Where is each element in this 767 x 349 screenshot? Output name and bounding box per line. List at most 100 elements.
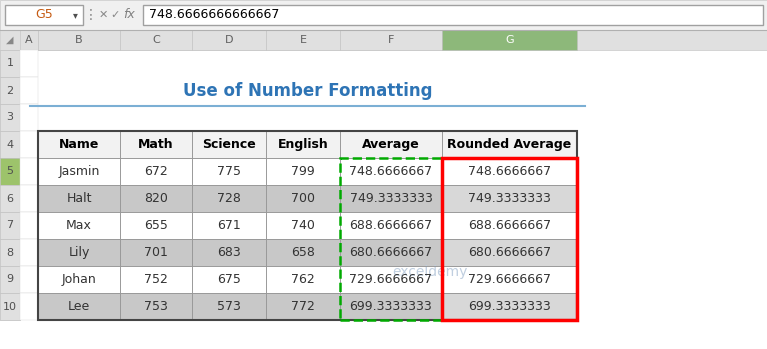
Bar [38, 131, 577, 320]
Text: 749.3333333: 749.3333333 [468, 192, 551, 205]
Bar [340, 239, 442, 266]
Text: Max: Max [66, 219, 92, 232]
Text: E: E [299, 35, 307, 45]
Bar [143, 5, 763, 25]
Text: Average: Average [362, 138, 420, 151]
Bar [340, 266, 442, 293]
Text: 749.3333333: 749.3333333 [350, 192, 433, 205]
Text: 2: 2 [6, 86, 14, 96]
Bar [0, 50, 20, 77]
Bar [442, 158, 577, 185]
Text: 1: 1 [6, 59, 14, 68]
Text: 7: 7 [6, 221, 14, 230]
Bar [266, 158, 340, 185]
Text: 748.6666667: 748.6666667 [350, 165, 433, 178]
Text: 775: 775 [217, 165, 241, 178]
Bar [192, 185, 266, 212]
Bar [0, 293, 20, 320]
Bar [266, 131, 340, 158]
Bar [340, 131, 442, 158]
Bar [20, 266, 38, 293]
Bar [266, 266, 340, 293]
Bar [120, 266, 192, 293]
Bar [340, 239, 442, 266]
Bar [38, 239, 120, 266]
Text: 672: 672 [144, 165, 168, 178]
Text: C: C [152, 35, 160, 45]
Text: 655: 655 [144, 219, 168, 232]
Text: G5: G5 [35, 8, 53, 22]
Bar [0, 239, 20, 266]
Text: ⋮: ⋮ [84, 8, 98, 22]
Bar [0, 266, 20, 293]
Bar [0, 212, 20, 239]
Bar [38, 293, 120, 320]
Text: 753: 753 [144, 300, 168, 313]
Bar [442, 266, 577, 293]
Bar [442, 185, 577, 212]
Text: 772: 772 [291, 300, 315, 313]
Bar [442, 50, 577, 77]
Text: A: A [25, 35, 33, 45]
Text: Name: Name [59, 138, 99, 151]
Text: 729.6666667: 729.6666667 [350, 273, 433, 286]
Bar [0, 131, 20, 158]
Bar [192, 239, 266, 266]
Text: 728: 728 [217, 192, 241, 205]
Bar [266, 266, 340, 293]
Bar [192, 131, 266, 158]
Text: ▾: ▾ [73, 10, 77, 20]
Bar [266, 50, 340, 77]
Bar [192, 293, 266, 320]
Bar [38, 293, 120, 320]
Bar [0, 185, 20, 212]
Bar [0, 104, 20, 131]
Bar [120, 212, 192, 239]
Bar [442, 30, 577, 50]
Bar [120, 131, 192, 158]
Text: Johan: Johan [61, 273, 97, 286]
Bar [442, 239, 577, 266]
Bar [120, 158, 192, 185]
Text: ◢: ◢ [6, 35, 14, 45]
Bar [340, 212, 442, 239]
Text: 683: 683 [217, 246, 241, 259]
Bar [38, 266, 120, 293]
Text: 680.6666667: 680.6666667 [468, 246, 551, 259]
Bar [340, 266, 442, 293]
Bar [38, 77, 120, 104]
Bar [340, 77, 442, 104]
Bar [442, 77, 577, 104]
Bar [442, 158, 577, 320]
Text: Use of Number Formatting: Use of Number Formatting [183, 82, 433, 99]
Bar [38, 104, 120, 131]
Bar [340, 30, 442, 50]
Bar [0, 266, 20, 293]
Bar [38, 131, 120, 158]
Bar [192, 158, 266, 185]
Text: 658: 658 [291, 246, 315, 259]
Bar [0, 131, 20, 158]
Text: F: F [388, 35, 394, 45]
Bar [0, 185, 20, 212]
Bar [120, 185, 192, 212]
Text: 8: 8 [6, 247, 14, 258]
Bar [266, 212, 340, 239]
Bar [0, 293, 20, 320]
Bar [266, 293, 340, 320]
Bar [442, 131, 577, 158]
Bar [0, 50, 20, 77]
Bar [192, 104, 266, 131]
Bar [20, 30, 38, 50]
Bar [38, 158, 120, 185]
Bar [442, 131, 577, 158]
Text: fx: fx [123, 8, 135, 22]
Bar [340, 50, 442, 77]
Bar [38, 185, 120, 212]
Bar [340, 293, 442, 320]
Bar [38, 131, 120, 158]
Bar [192, 266, 266, 293]
Bar [442, 185, 577, 212]
Text: ✕: ✕ [98, 10, 107, 20]
Text: 10: 10 [3, 302, 17, 312]
